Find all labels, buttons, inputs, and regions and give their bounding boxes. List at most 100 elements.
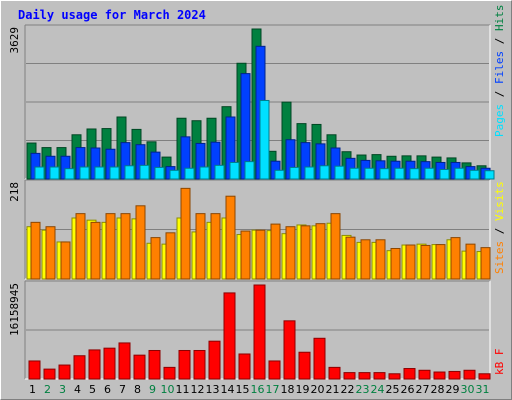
x-tick-day-13: 13 xyxy=(206,383,220,396)
bar-kb-f-day-18 xyxy=(283,320,296,380)
x-tick-day-20: 20 xyxy=(311,383,325,396)
bar-sites-day-23 xyxy=(360,239,371,280)
bar-sites-day-21 xyxy=(330,213,341,280)
bar-sites-day-27 xyxy=(420,244,431,280)
bar-kb-f-day-22 xyxy=(343,372,356,380)
x-tick-day-11: 11 xyxy=(176,383,190,396)
max-label-panel-2: 218 xyxy=(8,182,21,202)
bar-pages-day-31 xyxy=(484,170,495,180)
x-tick-day-23: 23 xyxy=(356,383,370,396)
bar-pages-day-4 xyxy=(79,166,90,180)
bar-pages-day-29 xyxy=(454,167,465,180)
bar-pages-day-25 xyxy=(394,167,405,180)
bar-sites-day-25 xyxy=(390,247,401,280)
bar-pages-day-20 xyxy=(319,165,330,180)
bar-pages-day-9 xyxy=(154,166,165,180)
x-tick-day-24: 24 xyxy=(371,383,385,396)
max-label-panel-1: 3629 xyxy=(8,27,21,54)
x-tick-day-5: 5 xyxy=(89,383,96,396)
bar-kb-f-day-19 xyxy=(298,351,311,380)
x-tick-day-19: 19 xyxy=(296,383,310,396)
x-tick-day-28: 28 xyxy=(431,383,445,396)
bar-pages-day-24 xyxy=(379,168,390,180)
bar-sites-day-1 xyxy=(30,221,41,280)
bar-kb-f-day-1 xyxy=(28,360,41,380)
bar-kb-f-day-27 xyxy=(418,369,431,380)
bar-sites-day-6 xyxy=(105,213,116,280)
bar-pages-day-6 xyxy=(109,166,120,180)
bar-pages-day-17 xyxy=(274,169,285,180)
bar-kb-f-day-12 xyxy=(193,349,206,380)
bar-sites-day-29 xyxy=(450,237,461,280)
bar-sites-day-4 xyxy=(75,213,86,280)
chart-title: Daily usage for March 2024 xyxy=(18,8,206,22)
x-tick-day-10: 10 xyxy=(161,383,175,396)
bar-pages-day-15 xyxy=(244,161,255,180)
bar-sites-day-15 xyxy=(240,230,251,280)
bar-kb-f-day-21 xyxy=(328,366,341,380)
legend-panel-3: kB F xyxy=(493,349,506,376)
x-tick-day-22: 22 xyxy=(341,383,355,396)
bar-sites-day-2 xyxy=(45,226,56,280)
bar-kb-f-day-16 xyxy=(253,284,266,380)
bar-sites-day-11 xyxy=(180,187,191,280)
bar-sites-day-10 xyxy=(165,232,176,280)
bar-sites-day-22 xyxy=(345,236,356,280)
bar-kb-f-day-2 xyxy=(43,368,56,380)
bar-kb-f-day-15 xyxy=(238,353,251,380)
x-tick-day-26: 26 xyxy=(401,383,415,396)
bar-pages-day-10 xyxy=(169,169,180,180)
bar-pages-day-13 xyxy=(214,164,225,180)
bar-pages-day-5 xyxy=(94,166,105,180)
bar-sites-day-19 xyxy=(300,225,311,280)
x-tick-day-9: 9 xyxy=(149,383,156,396)
x-tick-day-2: 2 xyxy=(44,383,51,396)
bar-kb-f-day-7 xyxy=(118,342,131,380)
x-tick-day-25: 25 xyxy=(386,383,400,396)
bar-kb-f-day-30 xyxy=(463,369,476,380)
bar-kb-f-day-5 xyxy=(88,349,101,380)
bar-sites-day-18 xyxy=(285,226,296,280)
bar-sites-day-16 xyxy=(255,229,266,280)
bar-pages-day-14 xyxy=(229,161,240,180)
bar-kb-f-day-4 xyxy=(73,355,86,380)
legend-panel-1: Pages / Files / Hits xyxy=(493,5,506,138)
legend-hits: Hits xyxy=(493,5,506,32)
x-tick-day-27: 27 xyxy=(416,383,430,396)
legend-separator: / xyxy=(493,84,506,104)
x-tick-day-1: 1 xyxy=(29,383,36,396)
bar-pages-day-3 xyxy=(64,168,75,180)
bar-kb-f-day-6 xyxy=(103,347,116,380)
bar-sites-day-30 xyxy=(465,243,476,280)
bar-pages-day-27 xyxy=(424,167,435,180)
bar-pages-day-19 xyxy=(304,166,315,180)
x-tick-day-15: 15 xyxy=(236,383,250,396)
bar-pages-day-2 xyxy=(49,166,60,180)
bar-kb-f-day-14 xyxy=(223,292,236,380)
bar-kb-f-day-25 xyxy=(388,373,401,380)
legend-panel-2: Sites / Visits xyxy=(493,181,506,274)
bar-kb-f-day-28 xyxy=(433,371,446,380)
bar-sites-day-17 xyxy=(270,223,281,280)
x-tick-day-16: 16 xyxy=(251,383,265,396)
legend-sites: Sites xyxy=(493,241,506,274)
bar-sites-day-28 xyxy=(435,244,446,280)
bar-kb-f-day-3 xyxy=(58,364,71,380)
bar-sites-day-31 xyxy=(480,247,491,280)
bar-kb-f-day-26 xyxy=(403,368,416,380)
bar-sites-day-3 xyxy=(60,241,71,280)
bar-sites-day-14 xyxy=(225,195,236,280)
bar-sites-day-20 xyxy=(315,223,326,280)
bar-pages-day-21 xyxy=(334,165,345,180)
bar-kb-f-day-31 xyxy=(478,373,491,380)
bar-pages-day-7 xyxy=(124,165,135,180)
bar-sites-day-9 xyxy=(150,237,161,280)
bar-pages-day-12 xyxy=(199,166,210,180)
bar-pages-day-30 xyxy=(469,169,480,180)
x-tick-day-7: 7 xyxy=(119,383,126,396)
x-tick-day-21: 21 xyxy=(326,383,340,396)
x-tick-day-8: 8 xyxy=(134,383,141,396)
legend-visits: Visits xyxy=(493,181,506,221)
legend-files: Files xyxy=(493,51,506,84)
